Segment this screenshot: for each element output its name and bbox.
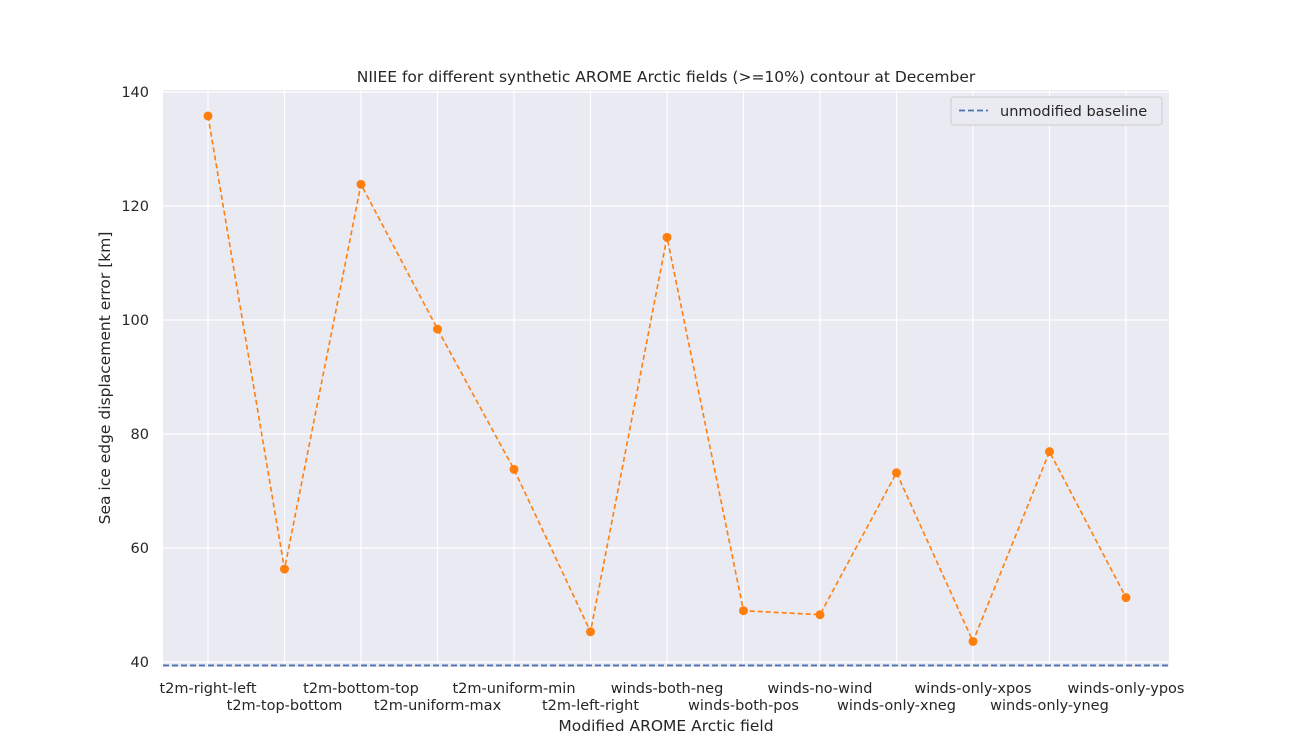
series-layer [203, 111, 1131, 646]
x-tick-label: winds-only-xneg [837, 698, 956, 714]
data-point [509, 464, 519, 474]
chart-title: NIIEE for different synthetic AROME Arct… [357, 68, 976, 86]
x-tick-label: t2m-uniform-min [452, 681, 575, 697]
y-axis-label: Sea ice edge displacement error [km] [96, 232, 114, 525]
plot-area [163, 90, 1169, 667]
x-tick-label: winds-both-pos [688, 698, 799, 714]
y-tick-label: 120 [121, 199, 149, 215]
legend-baseline-label: unmodified baseline [1000, 104, 1147, 120]
x-tick-label: winds-only-xpos [914, 681, 1031, 697]
data-point [662, 232, 672, 242]
y-tick-label: 80 [131, 427, 149, 443]
x-tick-label: t2m-left-right [542, 698, 639, 714]
grid-lines [163, 90, 1169, 667]
x-tick-label: winds-only-yneg [990, 698, 1109, 714]
y-tick-label: 140 [121, 85, 149, 101]
data-point [586, 627, 595, 637]
y-tick-label: 60 [131, 541, 149, 557]
x-tick-label: winds-no-wind [768, 681, 873, 697]
data-point [356, 179, 366, 189]
data-point [203, 111, 213, 121]
y-tick-label: 100 [121, 313, 149, 329]
x-tick-label: winds-both-neg [611, 681, 724, 697]
x-axis-label: Modified AROME Arctic field [558, 717, 773, 735]
x-tick-label: t2m-top-bottom [227, 698, 343, 714]
x-axis-ticks: t2m-right-leftt2m-top-bottomt2m-bottom-t… [159, 681, 1184, 714]
x-tick-label: t2m-right-left [159, 681, 256, 697]
data-point [815, 610, 825, 620]
data-point [1121, 593, 1131, 603]
x-tick-label: winds-only-ypos [1068, 681, 1185, 697]
data-point [892, 468, 901, 478]
legend-box [950, 96, 1163, 126]
y-tick-label: 40 [131, 655, 149, 671]
data-point [280, 564, 289, 574]
legend: unmodified baseline [950, 96, 1163, 126]
data-point [1045, 447, 1054, 457]
data-point [739, 606, 748, 616]
data-point [968, 636, 978, 646]
x-tick-label: t2m-uniform-max [374, 698, 502, 714]
data-point [433, 324, 442, 334]
y-axis-ticks: 40 60 80 100 120 140 [121, 85, 149, 671]
x-tick-label: t2m-bottom-top [303, 681, 419, 697]
